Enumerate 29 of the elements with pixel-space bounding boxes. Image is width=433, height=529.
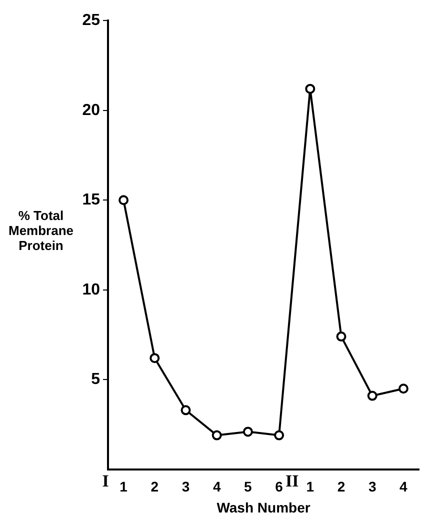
- x-tick-label: 2: [150, 478, 159, 495]
- y-axis-title: % Total Membrane Protein: [8, 208, 74, 253]
- x-tick-label: 5: [244, 478, 252, 495]
- x-tick-label: 3: [368, 478, 376, 495]
- point: [242, 426, 253, 437]
- y-tick-label: 5: [91, 371, 100, 388]
- point: [212, 430, 222, 440]
- point: [336, 332, 346, 342]
- point: [274, 430, 284, 440]
- point: [367, 390, 378, 401]
- text: II: [286, 471, 300, 490]
- y-tick-label: 15: [82, 192, 100, 209]
- x-tick-label: 4: [400, 478, 408, 495]
- point: [180, 405, 191, 416]
- x-axis-title: Wash Number: [216, 499, 311, 516]
- text: I: [102, 471, 110, 490]
- x-tick-label: 1: [306, 478, 314, 495]
- y-tick-label: 25: [82, 12, 100, 30]
- x-tick-label: 4: [212, 478, 221, 495]
- point: [150, 353, 160, 364]
- x-tick-label: 2: [337, 478, 346, 495]
- x-tick-label: 6: [275, 478, 284, 495]
- y-tick-label: 10: [82, 281, 100, 298]
- point: [398, 384, 408, 394]
- point: [118, 195, 129, 206]
- point: [305, 84, 316, 94]
- y-tick-label: 20: [82, 102, 100, 119]
- x-tick-label: 1: [120, 478, 128, 495]
- x-tick-label: 3: [182, 478, 190, 495]
